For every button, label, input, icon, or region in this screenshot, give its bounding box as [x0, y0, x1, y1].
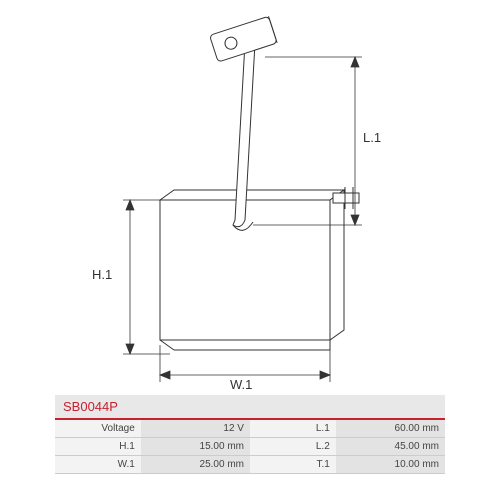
label-w1: W.1: [230, 377, 252, 392]
label-l1: L.1: [363, 130, 381, 145]
spec-row: H.115.00 mmL.245.00 mm: [55, 438, 445, 456]
drawing-svg: [55, 15, 445, 390]
spec-row: Voltage12 VL.160.00 mm: [55, 420, 445, 438]
spec-row: W.125.00 mmT.110.00 mm: [55, 456, 445, 474]
technical-drawing: L.1 H.1 W.1: [55, 15, 445, 390]
label-h1: H.1: [92, 267, 112, 282]
spec-table: Voltage12 VL.160.00 mmH.115.00 mmL.245.0…: [55, 420, 445, 474]
spec-footer: SB0044P Voltage12 VL.160.00 mmH.115.00 m…: [55, 395, 445, 474]
part-number: SB0044P: [55, 395, 445, 420]
